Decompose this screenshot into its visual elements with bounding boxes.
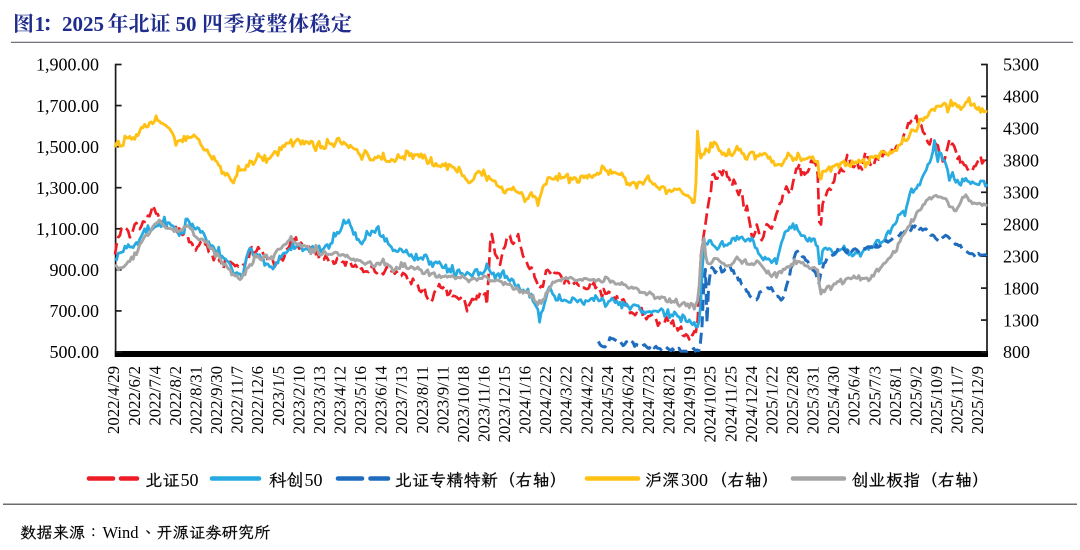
svg-text:1,900.00: 1,900.00: [36, 55, 99, 75]
svg-text:2022/4/29: 2022/4/29: [104, 366, 123, 434]
svg-text:2022/12/6: 2022/12/6: [248, 366, 267, 434]
svg-text:50: 50: [176, 12, 197, 36]
svg-text:2023/6/14: 2023/6/14: [372, 365, 391, 434]
svg-text:1,100.00: 1,100.00: [36, 219, 99, 239]
svg-text:1,300.00: 1,300.00: [36, 178, 99, 198]
svg-text:Wind: Wind: [103, 523, 140, 542]
svg-text:2023/2/10: 2023/2/10: [289, 366, 308, 434]
svg-text:2023/7/13: 2023/7/13: [392, 366, 411, 434]
svg-text:2025/11/7: 2025/11/7: [948, 366, 967, 433]
svg-text:2025/7/3: 2025/7/3: [865, 366, 884, 426]
svg-text:2800: 2800: [1003, 214, 1039, 234]
svg-text:2022/8/31: 2022/8/31: [186, 366, 205, 434]
svg-text:50: 50: [305, 470, 323, 490]
svg-text:3300: 3300: [1003, 182, 1039, 202]
svg-text:2025/10/9: 2025/10/9: [927, 366, 946, 434]
svg-text:2025: 2025: [62, 12, 104, 36]
svg-text:2024/1/16: 2024/1/16: [516, 366, 535, 434]
svg-text:2025/9/2: 2025/9/2: [906, 366, 925, 426]
svg-text:2022/8/2: 2022/8/2: [166, 366, 185, 426]
svg-text:2025/2/28: 2025/2/28: [783, 366, 802, 434]
svg-text:2025/8/1: 2025/8/1: [886, 366, 905, 426]
svg-text:2024/9/19: 2024/9/19: [680, 366, 699, 434]
svg-text:1300: 1300: [1003, 310, 1039, 330]
svg-text:2024/4/22: 2024/4/22: [577, 366, 596, 434]
svg-text:4800: 4800: [1003, 87, 1039, 107]
svg-text:2025/1/22: 2025/1/22: [762, 366, 781, 434]
svg-text:4300: 4300: [1003, 119, 1039, 139]
svg-text:2022/7/4: 2022/7/4: [145, 365, 164, 425]
svg-text:2023/9/11: 2023/9/11: [433, 366, 452, 433]
svg-text:900.00: 900.00: [50, 260, 100, 280]
svg-text:700.00: 700.00: [50, 301, 100, 321]
svg-text:2022/11/7: 2022/11/7: [228, 366, 247, 433]
svg-text:500.00: 500.00: [50, 342, 100, 362]
svg-text:2023/4/12: 2023/4/12: [330, 366, 349, 434]
svg-text:2024/3/22: 2024/3/22: [557, 366, 576, 434]
svg-text:2022/9/30: 2022/9/30: [207, 366, 226, 434]
svg-text:2024/8/21: 2024/8/21: [660, 366, 679, 434]
svg-text:2024/10/25: 2024/10/25: [701, 366, 720, 442]
svg-text:2025/12/9: 2025/12/9: [968, 366, 987, 434]
svg-text:2025/6/4: 2025/6/4: [845, 365, 864, 425]
svg-text:2022/6/2: 2022/6/2: [125, 366, 144, 426]
svg-text:2023/5/16: 2023/5/16: [351, 366, 370, 434]
svg-text:1800: 1800: [1003, 278, 1039, 298]
svg-text:2024/7/23: 2024/7/23: [639, 366, 658, 434]
svg-text:2023/3/13: 2023/3/13: [310, 366, 329, 434]
svg-text:1: 1: [35, 12, 46, 36]
svg-text:2025/4/30: 2025/4/30: [824, 366, 843, 434]
svg-text:5300: 5300: [1003, 55, 1039, 75]
svg-text:1,700.00: 1,700.00: [36, 96, 99, 116]
svg-text:2024/11/25: 2024/11/25: [721, 366, 740, 442]
svg-text:3800: 3800: [1003, 151, 1039, 171]
svg-text:2024/2/22: 2024/2/22: [536, 366, 555, 434]
svg-text:2023/8/11: 2023/8/11: [413, 366, 432, 433]
svg-text:2024/6/24: 2024/6/24: [618, 365, 637, 434]
svg-text:2023/11/16: 2023/11/16: [474, 366, 493, 442]
svg-text:2025/3/31: 2025/3/31: [804, 366, 823, 434]
svg-text:300: 300: [681, 470, 708, 490]
svg-text:800: 800: [1003, 342, 1030, 362]
svg-text:2023/12/15: 2023/12/15: [495, 366, 514, 442]
svg-text:50: 50: [181, 470, 199, 490]
svg-text:2024/12/24: 2024/12/24: [742, 365, 761, 442]
svg-text:1,500.00: 1,500.00: [36, 137, 99, 157]
svg-text:2300: 2300: [1003, 246, 1039, 266]
svg-text:2023/10/18: 2023/10/18: [454, 366, 473, 442]
svg-text:2024/5/24: 2024/5/24: [598, 365, 617, 434]
svg-text:2023/1/5: 2023/1/5: [269, 366, 288, 426]
